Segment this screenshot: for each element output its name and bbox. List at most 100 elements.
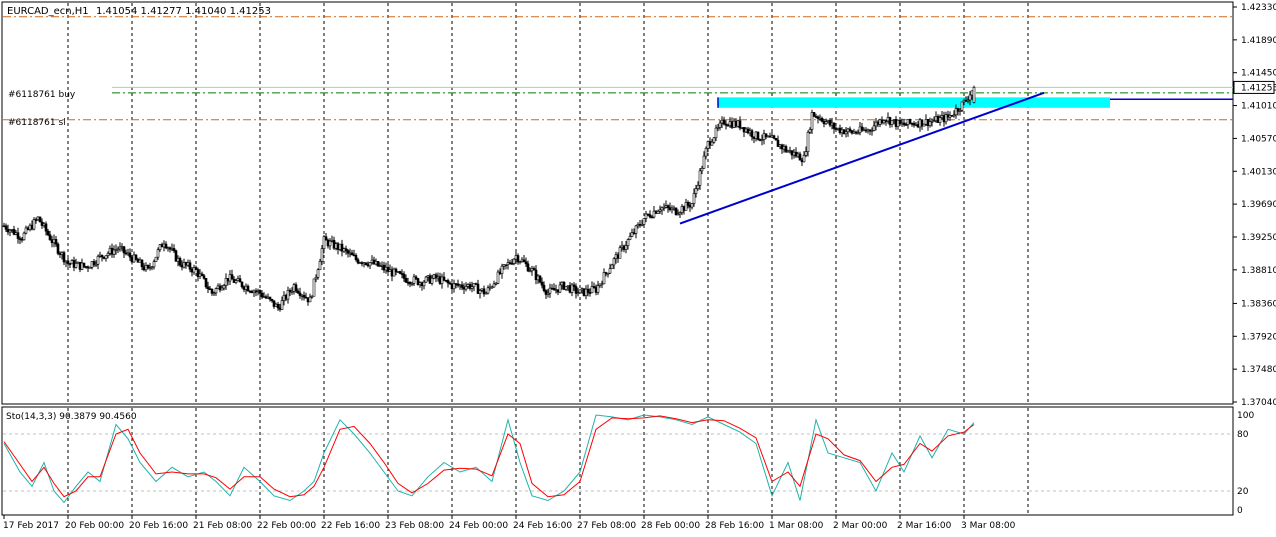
candle-body [214,288,218,294]
candle-body [182,262,186,268]
candle-body [96,256,100,265]
candle-body [212,292,216,295]
candle-body [220,287,224,291]
candle-body [192,267,196,273]
candle-body [368,262,372,267]
candle-body [848,128,852,131]
candle-body [268,296,272,300]
candle-body [524,261,528,265]
stochastic-tick-label: 0 [1237,506,1243,516]
candle-body [596,285,600,293]
candle-body [152,261,156,268]
time-tick-label: 22 Feb 16:00 [321,521,380,531]
candle-body [828,120,832,126]
time-tick-label: 23 Feb 08:00 [385,521,444,531]
candle-body [164,243,168,249]
candle-body [844,131,848,135]
candle-body [354,255,358,260]
candle-body [690,203,694,208]
candle-body [4,225,8,230]
candle-body [236,278,240,281]
time-tick-label: 2 Mar 00:00 [833,521,888,531]
resistance-zone [717,97,1110,108]
candle-body [24,227,28,234]
candle-body [634,225,638,234]
candle-body [816,116,820,119]
candle-body [938,117,942,123]
candle-body [542,284,546,291]
candle-body [898,119,902,125]
candle-body [166,247,170,250]
time-tick-label: 1 Mar 08:00 [769,521,824,531]
candle-body [116,248,120,251]
time-tick-label: 27 Feb 08:00 [577,521,636,531]
candle-body [70,260,74,265]
candle-body [12,229,16,235]
candle-body [478,290,482,294]
candle-body [810,112,814,130]
candle-body [500,265,504,274]
candle-body [806,132,810,152]
candle-body [820,117,824,122]
candle-body [178,258,182,266]
candle-body [760,139,764,141]
sl-order-label: #6118761 sl [8,118,66,128]
candle-body [328,240,332,247]
candle-body [492,283,496,288]
candle-body [718,122,722,128]
price-tick-label: 1.40570 [1241,134,1276,144]
resistance-zone-rect[interactable] [718,97,1110,108]
candle-body [956,108,960,112]
price-tick-label: 1.37040 [1241,398,1276,408]
candle-body [172,248,176,252]
candle-body [260,292,264,298]
candle-body [92,261,96,266]
price-tick-label: 1.37480 [1241,365,1276,375]
candle-body [394,268,398,273]
candle-body [132,254,136,263]
candle-body [546,292,550,295]
candle-body [798,153,802,161]
candle-body [944,114,948,123]
candle-body [966,99,970,102]
candle-body [216,285,220,289]
candle-body [78,261,82,270]
candle-body [592,286,596,288]
candle-body [320,248,324,262]
candle-body [196,269,200,277]
candle-body [960,101,964,111]
candle-body [674,207,678,215]
ascending-trendline[interactable] [679,91,1045,225]
candle-body [694,188,698,194]
candle-body [642,218,646,225]
candle-body [448,282,452,285]
time-tick-label: 28 Feb 16:00 [705,521,764,531]
candle-body [920,119,924,127]
candle-body [712,137,716,143]
candle-body [714,127,718,139]
candle-body [540,281,544,286]
candle-body [160,244,164,248]
candle-body [136,259,140,263]
candle-body [210,288,214,294]
candle-body [98,254,102,257]
candle-body [356,259,360,264]
candle-body [710,141,714,146]
candle-body [510,263,514,265]
candle-body [586,288,590,293]
candle-body [6,229,10,233]
trendline-layer[interactable] [679,91,1045,225]
candle-body [684,202,688,211]
candle-body [230,274,234,280]
candle-body [114,249,118,251]
candle-body [68,263,72,265]
candle-body [722,119,726,125]
candle-body [606,272,610,275]
candle-body [198,273,202,277]
candle-body [246,285,250,292]
candle-body [80,262,84,270]
candle-body [296,290,300,294]
candle-body [76,261,80,264]
candle-body [652,210,656,218]
